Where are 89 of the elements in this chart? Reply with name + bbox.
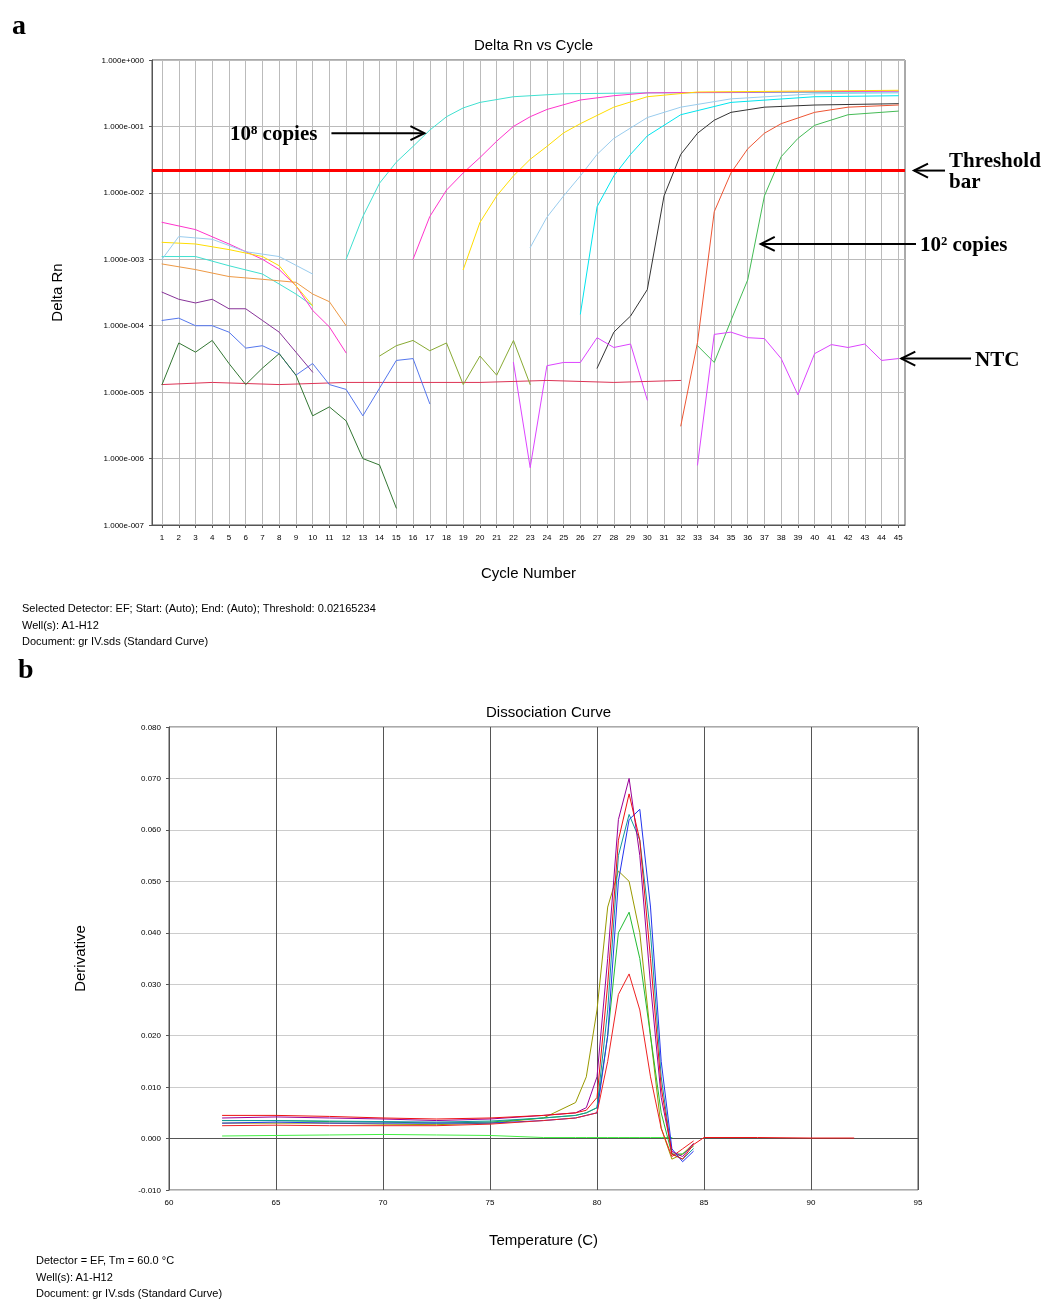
x-axis-title: Cycle Number (480, 564, 577, 581)
y-tick-label: 0.040 (140, 928, 162, 938)
y-tick-label: 1.000e-007 (103, 520, 145, 530)
y-tick-label: 1.000e-006 (103, 454, 145, 464)
y-tick-label: 1.000e+000 (101, 55, 145, 65)
x-tick-label: 26 (575, 532, 586, 542)
x-tick-label: 38 (776, 532, 787, 542)
x-tick-label: 41 (826, 532, 837, 542)
x-tick-label: 80 (592, 1197, 602, 1207)
x-tick-label: 13 (358, 532, 368, 542)
x-tick-label: 5 (226, 532, 232, 542)
chart-title: Dissociation Curve (485, 703, 612, 720)
chart-title: Delta Rn vs Cycle (473, 36, 594, 53)
x-tick-label: 43 (860, 532, 870, 542)
text: Document: gr IV.sds (Standard Curve) (22, 635, 209, 647)
x-tick-label: 90 (806, 1197, 816, 1207)
x-tick-label: 11 (325, 532, 335, 542)
y-tick-label: 0.080 (140, 722, 162, 732)
text: b (18, 652, 34, 684)
x-tick-label: 30 (642, 532, 653, 542)
x-tick-label: 44 (877, 532, 887, 542)
x-tick-label: 3 (193, 532, 199, 542)
x-tick-label: 95 (913, 1197, 923, 1207)
y-tick-label: 0.020 (140, 1031, 162, 1041)
x-tick-label: 19 (458, 532, 469, 542)
x-tick-label: 32 (676, 532, 686, 542)
x-tick-label: 60 (164, 1197, 174, 1207)
x-tick-label: 36 (743, 532, 753, 542)
x-tick-label: 24 (542, 532, 552, 542)
x-tick-label: 21 (492, 532, 502, 542)
text: Document: gr IV.sds (Standard Curve) (36, 1287, 223, 1299)
y-axis-title: Delta Rn (48, 263, 65, 322)
x-tick-label: 33 (693, 532, 703, 542)
text: Selected Detector: EF; Start: (Auto); End: (Auto); Threshold: 0.02165234 (22, 602, 376, 614)
x-tick-label: 12 (341, 532, 352, 542)
x-tick-label: 15 (391, 532, 402, 542)
x-tick-label: 45 (893, 532, 904, 542)
y-tick-label: 0.060 (140, 825, 162, 835)
x-tick-label: 31 (659, 532, 670, 542)
x-tick-label: 1 (159, 532, 165, 542)
x-tick-label: 22 (508, 532, 519, 542)
y-tick-label: 1.000e-001 (103, 121, 145, 131)
y-tick-label: 1.000e-003 (103, 254, 145, 264)
x-tick-label: 39 (793, 532, 803, 542)
x-tick-label: 2 (176, 532, 182, 542)
text: Well(s): A1-H12 (36, 1270, 113, 1283)
x-tick-label: 37 (759, 532, 770, 542)
x-tick-label: 17 (425, 532, 435, 542)
x-tick-label: 85 (699, 1197, 709, 1207)
y-tick-label: -0.010 (138, 1185, 162, 1195)
x-tick-label: 65 (271, 1197, 281, 1207)
annotation: NTC (975, 346, 1020, 371)
x-axis-title: Temperature (C) (488, 1231, 599, 1248)
y-tick-label: 1.000e-002 (103, 188, 145, 198)
ref-line-label: Threshold bar (949, 148, 1047, 194)
x-tick-label: 14 (375, 532, 385, 542)
y-tick-label: 1.000e-005 (103, 387, 145, 397)
x-tick-label: 70 (378, 1197, 388, 1207)
x-tick-label: 10 (308, 532, 318, 542)
x-tick-label: 75 (485, 1197, 495, 1207)
y-axis-title: Derivative (71, 925, 88, 992)
annotation: 10² copies (920, 231, 1008, 256)
x-tick-label: 25 (559, 532, 569, 542)
x-tick-label: 42 (843, 532, 854, 542)
x-tick-label: 35 (726, 532, 736, 542)
x-tick-label: 27 (592, 532, 603, 542)
x-tick-label: 7 (260, 532, 266, 542)
y-tick-label: 0.070 (140, 773, 162, 783)
x-tick-label: 18 (442, 532, 452, 542)
x-tick-label: 9 (293, 532, 299, 542)
x-tick-label: 20 (475, 532, 485, 542)
text: Well(s): A1-H12 (22, 618, 99, 631)
x-tick-label: 16 (408, 532, 419, 542)
x-tick-label: 4 (210, 532, 216, 542)
x-tick-label: 40 (810, 532, 820, 542)
x-tick-label: 23 (525, 532, 536, 542)
y-tick-label: 0.010 (140, 1082, 162, 1092)
y-tick-label: 0.000 (140, 1134, 162, 1144)
x-tick-label: 8 (276, 532, 282, 542)
text: Detector = EF, Tm = 60.0 °C (36, 1254, 175, 1266)
x-tick-label: 34 (709, 532, 720, 542)
y-tick-label: 0.050 (140, 876, 162, 886)
x-tick-label: 29 (626, 532, 636, 542)
annotation: 10⁸ copies (230, 121, 318, 146)
x-tick-label: 6 (243, 532, 249, 542)
y-tick-label: 1.000e-004 (103, 321, 145, 331)
y-tick-label: 0.030 (140, 979, 162, 989)
text: a (12, 8, 26, 40)
x-tick-label: 28 (609, 532, 619, 542)
